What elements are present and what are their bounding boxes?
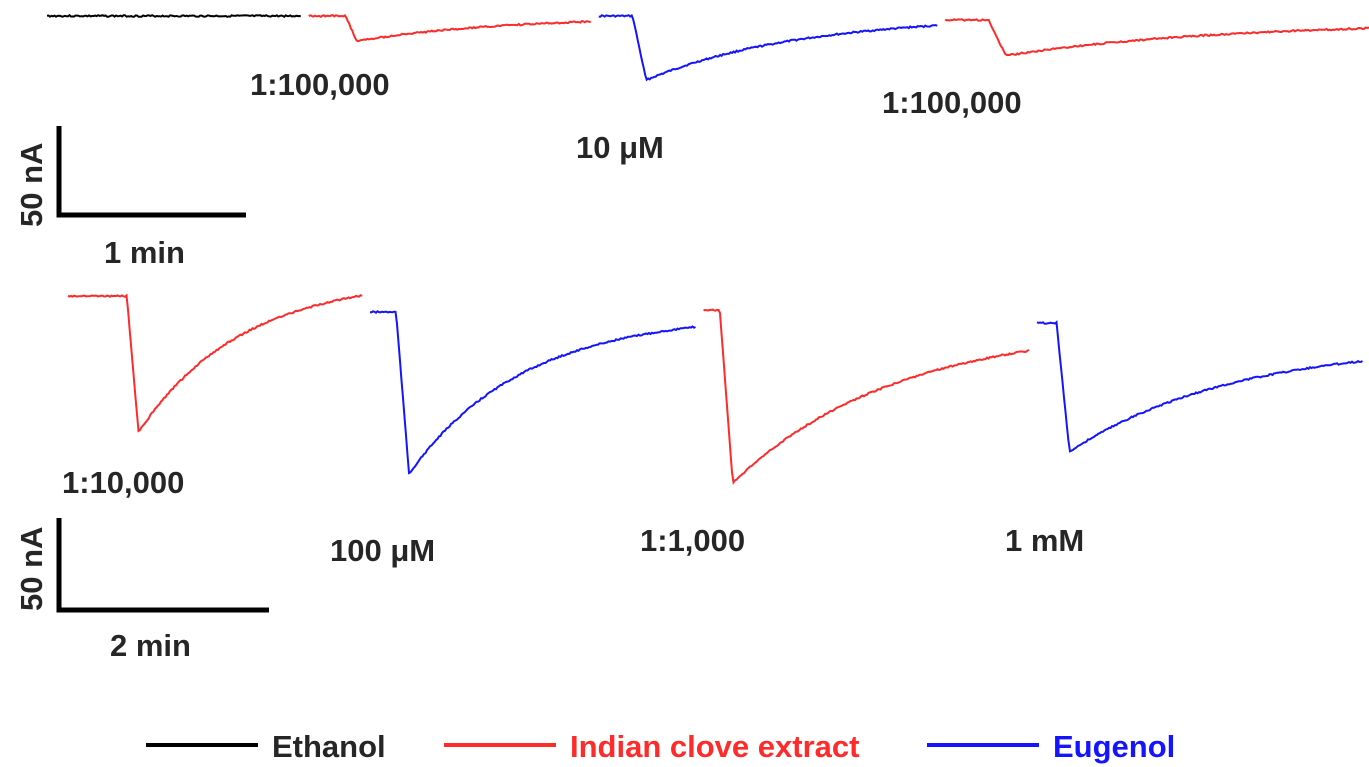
trace-bottom-2 [369, 309, 696, 475]
trace-top-4 [944, 18, 1369, 57]
trace-label-bottom-1: 1:10,000 [62, 465, 184, 500]
scale-bar-bottom: 50 nA 2 min [14, 518, 269, 663]
scale-bar-top-lines [56, 126, 246, 218]
scale-bar-top: 50 nA 1 min [14, 126, 246, 270]
trace-label-top-2: 10 μM [576, 130, 664, 165]
trace-label-top-3: 1:100,000 [882, 85, 1022, 120]
scale-bar-bottom-lines [56, 518, 269, 613]
legend: Ethanol Indian clove extract Eugenol [146, 729, 1175, 764]
scale-bar-bottom-time: 2 min [110, 628, 191, 663]
trace-top-1 [46, 13, 301, 19]
trace-bottom-4 [1036, 320, 1364, 453]
legend-label-eugenol: Eugenol [1053, 729, 1175, 764]
trace-layer [46, 13, 1369, 485]
trace-bottom-1 [67, 293, 363, 433]
scale-bar-top-time: 1 min [104, 235, 185, 270]
trace-top-2 [308, 14, 591, 43]
trace-label-bottom-4: 1 mM [1005, 523, 1084, 558]
legend-label-clove: Indian clove extract [570, 729, 859, 764]
trace-label-bottom-3: 1:1,000 [640, 523, 745, 558]
scale-bar-bottom-current: 50 nA [14, 527, 49, 611]
legend-label-ethanol: Ethanol [272, 729, 386, 764]
scale-bar-top-current: 50 nA [14, 143, 49, 227]
trace-label-top-1: 1:100,000 [250, 67, 390, 102]
trace-bottom-3 [703, 308, 1030, 485]
trace-top-3 [598, 13, 938, 82]
trace-label-bottom-2: 100 μM [330, 533, 435, 568]
